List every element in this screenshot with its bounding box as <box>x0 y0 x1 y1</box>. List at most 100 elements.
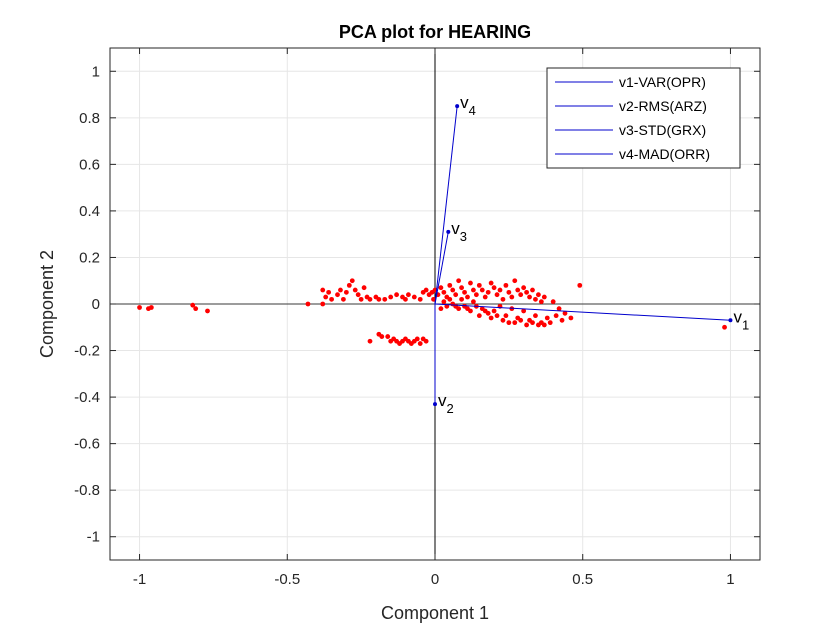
legend: v1-VAR(OPR) v2-RMS(ARZ) v3-STD(GRX) v4-MAD(… <box>546 67 741 169</box>
score-point <box>476 282 482 288</box>
score-point <box>358 296 364 302</box>
score-point <box>382 296 388 302</box>
score-point <box>503 313 509 319</box>
vector-line <box>434 106 458 305</box>
score-point <box>343 289 349 295</box>
score-point <box>406 292 411 298</box>
score-point <box>473 292 479 298</box>
vector-label: v4 <box>460 93 476 118</box>
score-point <box>346 282 352 288</box>
vector-label: v3 <box>451 219 467 244</box>
score-point <box>503 282 509 288</box>
score-point <box>471 287 476 293</box>
score-point <box>320 301 326 307</box>
score-point <box>441 289 447 295</box>
score-point <box>512 278 518 284</box>
score-point <box>530 287 535 293</box>
vector-line <box>434 231 449 305</box>
score-point <box>488 280 494 286</box>
legend-entry-label: v4-MAD(ORR) <box>619 146 710 162</box>
score-point <box>465 294 470 300</box>
vector-label-letter: v <box>438 391 447 410</box>
score-point <box>506 320 512 326</box>
score-point <box>456 278 462 284</box>
score-point <box>544 315 550 321</box>
legend-entry-label: v1-VAR(OPR) <box>619 74 706 90</box>
score-point <box>512 320 518 326</box>
score-point <box>385 334 391 339</box>
score-point <box>471 299 476 305</box>
vector-label-letter: v <box>733 307 742 326</box>
y-tick-label: 1 <box>92 63 100 80</box>
vector-label-subscript: 4 <box>469 103 476 118</box>
score-point <box>414 336 420 342</box>
score-point <box>326 289 332 295</box>
score-point <box>559 317 565 323</box>
score-point <box>341 296 346 302</box>
score-point <box>450 287 456 293</box>
score-point <box>479 287 485 293</box>
score-point <box>355 292 361 298</box>
score-point <box>465 306 470 312</box>
score-point <box>509 294 515 300</box>
vector-label-letter: v <box>451 219 460 238</box>
score-point <box>482 294 488 300</box>
score-point <box>367 296 373 302</box>
score-point <box>553 313 559 319</box>
score-point <box>482 308 488 314</box>
vector-tip <box>433 402 437 407</box>
x-axis-label: Component 1 <box>381 603 489 623</box>
score-point <box>488 315 494 321</box>
score-point <box>530 320 535 326</box>
score-point <box>394 292 399 298</box>
score-point <box>541 322 547 328</box>
y-tick-label: -0.2 <box>74 343 100 360</box>
y-tick-label: 0.4 <box>79 203 100 220</box>
legend-box <box>546 67 741 169</box>
score-point <box>338 287 343 293</box>
x-tick-label: -0.5 <box>274 571 300 588</box>
y-tick-label: 0.2 <box>79 249 100 266</box>
y-tick-label: -0.6 <box>74 436 100 453</box>
score-point <box>497 287 503 293</box>
y-tick-label: -0.8 <box>74 482 100 499</box>
score-point <box>349 278 355 284</box>
score-point <box>518 317 524 323</box>
score-point <box>524 289 529 295</box>
score-point <box>550 299 556 305</box>
score-point <box>335 292 340 298</box>
vector-label: v2 <box>438 391 454 416</box>
score-point <box>320 287 326 293</box>
y-tick-label: -1 <box>87 529 100 546</box>
y-tick-label: 0.8 <box>79 110 100 127</box>
score-point <box>494 313 500 319</box>
score-point <box>417 296 423 302</box>
score-point <box>468 280 473 286</box>
score-point <box>423 287 429 293</box>
score-point <box>148 305 154 310</box>
score-point <box>329 296 334 302</box>
score-point <box>462 289 467 295</box>
score-point <box>524 322 529 328</box>
score-point <box>533 296 538 302</box>
legend-entry-label: v3-STD(GRX) <box>619 122 706 138</box>
vector-label-subscript: 1 <box>742 317 749 332</box>
chart-title: PCA plot for HEARING <box>339 22 531 42</box>
score-point <box>193 306 199 312</box>
x-tick-label: 1 <box>726 571 734 588</box>
score-point <box>536 322 541 328</box>
score-point <box>722 324 727 330</box>
score-point <box>562 310 568 316</box>
score-point <box>541 294 547 300</box>
y-tick-label: -0.4 <box>74 389 100 406</box>
score-point <box>411 294 417 300</box>
score-point <box>438 285 444 291</box>
score-point <box>447 282 453 288</box>
score-point <box>431 296 436 302</box>
score-point <box>527 294 532 300</box>
score-point <box>568 315 574 321</box>
vector-label-letter: v <box>460 93 469 112</box>
legend-entry-label: v2-RMS(ARZ) <box>619 98 707 114</box>
